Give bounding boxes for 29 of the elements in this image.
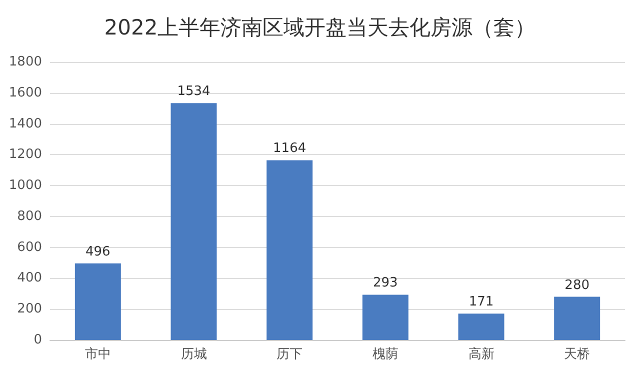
bar: [170, 103, 217, 340]
x-tick-label: 高新: [468, 346, 494, 362]
y-tick-label: 600: [17, 240, 42, 255]
data-label: 293: [373, 276, 398, 291]
bar: [266, 160, 313, 340]
x-tick-label: 槐荫: [372, 347, 398, 362]
bar: [458, 314, 504, 340]
y-tick-label: 1400: [8, 116, 42, 132]
data-label: 280: [564, 278, 590, 293]
x-tick-label: 历城: [180, 347, 207, 362]
data-label: 496: [86, 244, 110, 260]
x-tick-label: 历下: [276, 347, 303, 362]
x-tick-label: 天桥: [564, 347, 590, 362]
data-label: 1164: [273, 141, 306, 156]
y-tick-label: 0: [34, 332, 42, 348]
y-tick-label: 1800: [8, 54, 42, 70]
bar: [362, 294, 408, 340]
data-label: 171: [468, 294, 494, 310]
chart-title: 2022上半年济南区域开盘当天去化房源（套）: [104, 16, 536, 40]
y-tick-label: 400: [17, 270, 42, 286]
bar: [74, 263, 121, 340]
x-tick-label: 市中: [84, 347, 111, 362]
data-label: 1534: [177, 84, 210, 100]
y-tick-label: 200: [17, 302, 42, 317]
y-tick-label: 1600: [8, 85, 42, 100]
y-tick-label: 1000: [8, 178, 42, 194]
y-tick-label: 1200: [8, 147, 42, 162]
bar: [554, 296, 600, 340]
y-tick-label: 800: [17, 208, 42, 224]
